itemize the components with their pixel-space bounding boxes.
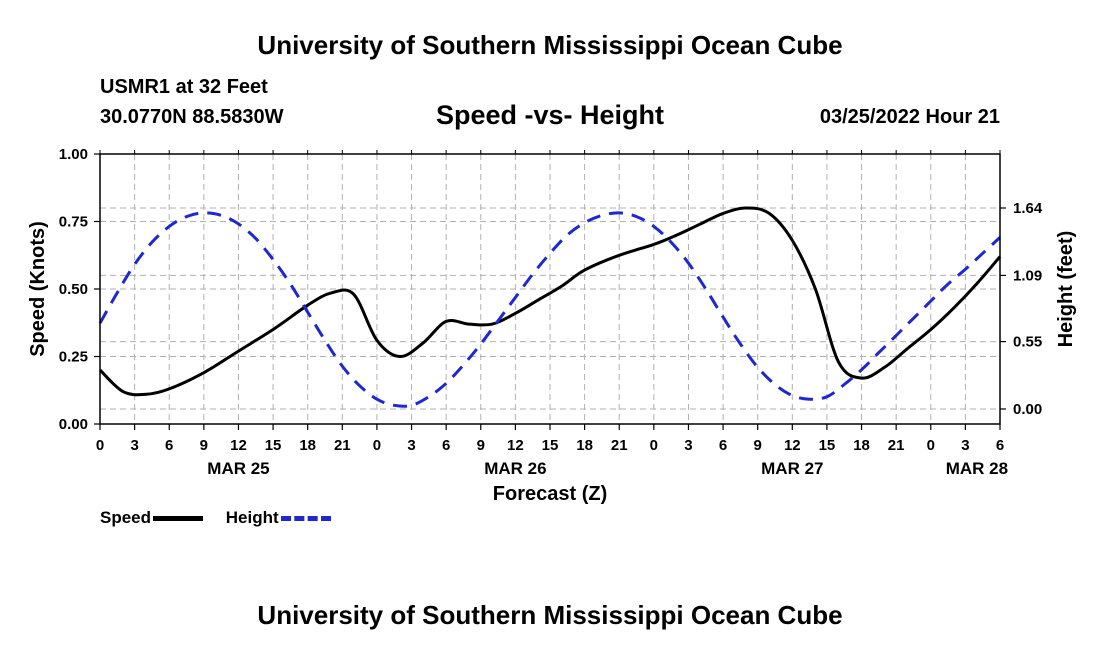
chart-title: Speed -vs- Height	[435, 100, 665, 130]
page-title: University of Southern Mississippi Ocean…	[257, 30, 843, 60]
x-tick-label: 0	[927, 437, 935, 454]
x-date-label: MAR 27	[761, 459, 823, 478]
x-tick-label: 3	[684, 437, 692, 454]
legend-speed-label: Speed	[100, 508, 152, 527]
legend-height-swatch	[280, 515, 331, 521]
forecast-datetime: 03/25/2022 Hour 21	[819, 106, 1000, 128]
x-tick-label: 3	[407, 437, 415, 454]
y2-tick-label: 0.55	[1013, 334, 1042, 351]
height-series-line	[98, 211, 1002, 408]
y2-tick-label: 1.09	[1013, 267, 1042, 284]
x-tick-label: 9	[754, 437, 762, 454]
y-tick-label: 0.50	[59, 281, 88, 298]
x-tick-label: 0	[373, 437, 381, 454]
x-tick-label: 9	[200, 437, 208, 454]
x-tick-label: 12	[784, 437, 801, 454]
x-tick-label: 15	[265, 437, 282, 454]
x-tick-label: 15	[819, 437, 836, 454]
speed-height-chart: 0 3 6 9 12 15 18 21 0 3 6 9 12 15 18 21 0 3 6 9 12 15 18 21 0 3 6 M…	[27, 146, 1077, 505]
speed-series-line	[98, 206, 1002, 397]
y-tick-label: 0.25	[59, 349, 88, 366]
x-tick-label: 15	[542, 437, 559, 454]
legend-height: Height	[226, 508, 331, 528]
footer-title: University of Southern Mississippi Ocean…	[257, 600, 843, 630]
station-coordinates: 30.0770N 88.5830W	[100, 106, 284, 128]
x-date-label: MAR 28	[946, 459, 1008, 478]
x-date-label: MAR 25	[207, 459, 269, 478]
x-tick-label: 3	[130, 437, 138, 454]
x-tick-label: 6	[719, 437, 727, 454]
x-tick-label: 18	[853, 437, 870, 454]
y-axis-label: Speed (Knots)	[27, 221, 49, 357]
y2-tick-label: 1.64	[1013, 200, 1043, 217]
x-tick-label: 6	[442, 437, 450, 454]
x-tick-label: 6	[996, 437, 1004, 454]
y-tick-label: 0.75	[59, 214, 88, 231]
x-tick-label: 18	[299, 437, 316, 454]
grid-lines	[100, 154, 1000, 424]
legend: Speed Height	[100, 508, 349, 528]
x-tick-label: 12	[507, 437, 524, 454]
y-tick-label: 1.00	[59, 146, 88, 163]
x-date-label: MAR 26	[484, 459, 546, 478]
x-tick-label: 0	[96, 437, 104, 454]
x-tick-label: 6	[165, 437, 173, 454]
series-layer	[98, 206, 1002, 408]
x-tick-label: 9	[477, 437, 485, 454]
y2-tick-label: 0.00	[1013, 401, 1042, 418]
x-tick-label: 12	[230, 437, 247, 454]
x-tick-label: 21	[611, 437, 628, 454]
x-tick-label: 21	[888, 437, 905, 454]
legend-speed-swatch	[153, 515, 204, 521]
station-label: USMR1 at 32 Feet	[100, 76, 268, 98]
x-tick-label: 0	[650, 437, 658, 454]
legend-speed: Speed	[100, 508, 204, 528]
y-tick-label: 0.00	[59, 416, 88, 433]
x-tick-label: 18	[576, 437, 593, 454]
legend-height-label: Height	[225, 508, 279, 527]
x-tick-label: 3	[961, 437, 969, 454]
x-axis-label: Forecast (Z)	[493, 483, 607, 505]
axes: 0 3 6 9 12 15 18 21 0 3 6 9 12 15 18 21 0 3 6 9 12 15 18 21 0 3 6 M…	[59, 146, 1043, 478]
y2-axis-label: Height (feet)	[1055, 231, 1077, 348]
x-tick-label: 21	[334, 437, 351, 454]
